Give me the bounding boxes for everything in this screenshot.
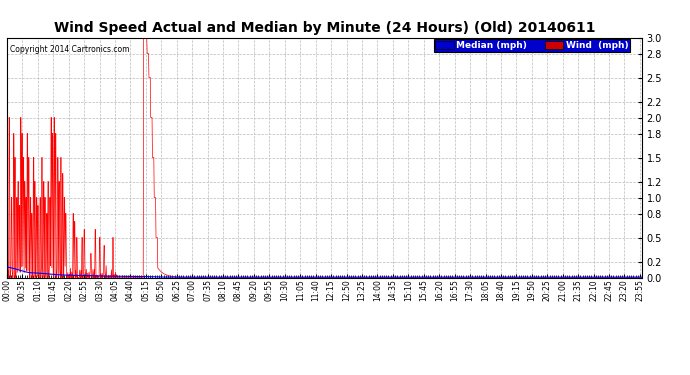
Legend: Median (mph), Wind  (mph): Median (mph), Wind (mph): [434, 39, 631, 52]
Title: Wind Speed Actual and Median by Minute (24 Hours) (Old) 20140611: Wind Speed Actual and Median by Minute (…: [54, 21, 595, 35]
Text: Copyright 2014 Cartronics.com: Copyright 2014 Cartronics.com: [10, 45, 130, 54]
